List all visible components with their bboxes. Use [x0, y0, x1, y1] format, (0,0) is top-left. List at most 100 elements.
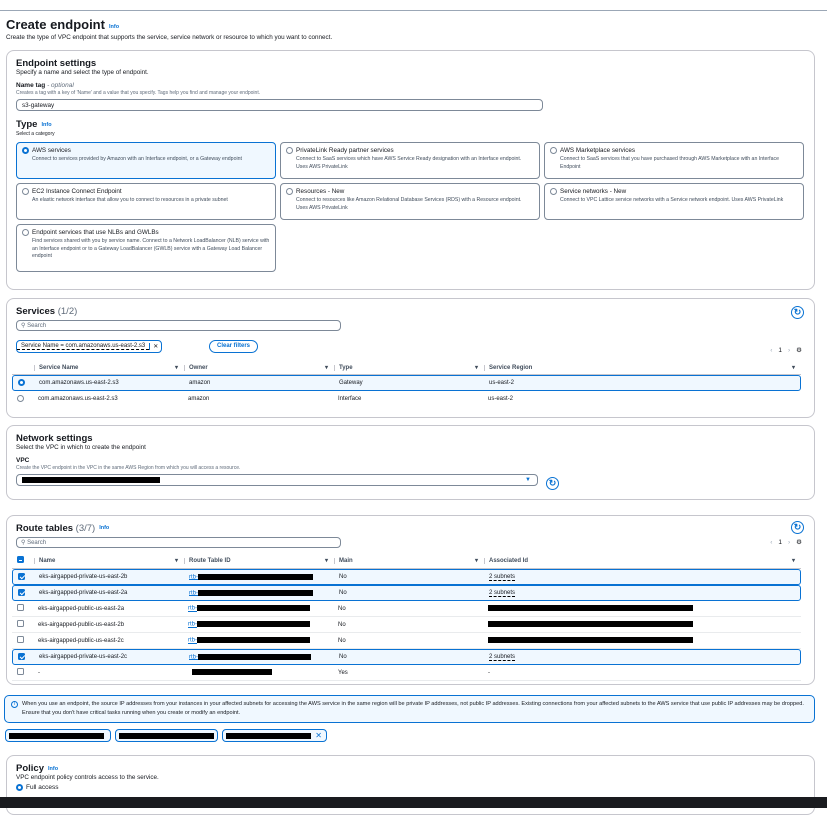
associated-id-cell: 2 subnets [489, 574, 516, 581]
vpc-refresh-icon[interactable]: ↻ [546, 477, 559, 490]
info-icon: i [11, 701, 18, 708]
route-table-id-link[interactable]: rtb- [185, 589, 335, 596]
redacted-value [488, 621, 693, 628]
type-tile-service-networks[interactable]: Service networks - New Connect to VPC Lat… [544, 183, 804, 220]
main-cell: No [338, 621, 346, 628]
selected-subnet-token[interactable]: ✕ [222, 729, 327, 742]
radio-icon[interactable] [17, 394, 24, 402]
table-row[interactable]: - Yes - [12, 665, 801, 681]
type-info-link[interactable]: Info [41, 122, 52, 129]
vpc-select[interactable]: ▼ [16, 474, 538, 486]
page-header: Create endpoint Info Create the type of V… [6, 17, 332, 41]
top-divider [0, 10, 827, 11]
route-table-id-link[interactable] [184, 669, 334, 676]
next-page-icon[interactable]: › [788, 347, 791, 354]
redacted-value [226, 733, 311, 739]
clear-filters-button[interactable]: Clear filters [209, 340, 259, 353]
table-row[interactable]: eks-airgapped-private-us-east-2b rtb- No 2 … [12, 569, 801, 585]
row-checkbox[interactable] [17, 620, 24, 627]
row-checkbox[interactable] [17, 668, 24, 675]
network-title: Network settings [16, 433, 93, 444]
settings-icon[interactable]: ⚙ [796, 347, 802, 354]
name-cell: eks-airgapped-private-us-east-2c [39, 654, 128, 660]
redacted-value [119, 733, 214, 739]
radio-icon[interactable] [550, 147, 557, 154]
selected-subnet-token[interactable] [115, 729, 218, 742]
info-link[interactable]: Info [108, 24, 120, 31]
route-table-id-link[interactable]: rtb- [184, 637, 334, 644]
page-title: Create endpoint [6, 17, 105, 32]
vpc-label: VPC [16, 457, 30, 464]
policy-info-link[interactable]: Info [48, 766, 59, 773]
network-settings-card: Network settings Select the VPC in which… [6, 425, 815, 500]
row-checkbox[interactable] [17, 636, 24, 643]
type-tile-resources[interactable]: Resources - New Connect to resources like… [280, 183, 540, 220]
refresh-icon[interactable]: ↻ [791, 521, 804, 534]
redacted-value [9, 733, 104, 739]
select-all-checkbox[interactable] [17, 556, 24, 563]
table-row[interactable]: com.amazonaws.us-east-2.s3 amazon Interfac… [12, 391, 801, 407]
endpoint-settings-card: Endpoint settings Specify a name and sel… [6, 50, 815, 290]
radio-icon[interactable] [22, 188, 29, 195]
selected-subnet-token[interactable] [5, 729, 111, 742]
remove-icon[interactable]: ✕ [315, 731, 322, 740]
name-cell: eks-airgapped-private-us-east-2b [39, 574, 128, 580]
associated-id-cell [484, 621, 693, 628]
refresh-icon[interactable]: ↻ [791, 306, 804, 319]
name-tag-input[interactable]: s3-gateway [16, 99, 543, 111]
type-tile-aws-services[interactable]: AWS services Connect to services provided… [16, 142, 276, 179]
row-checkbox[interactable] [17, 604, 24, 611]
radio-icon[interactable] [22, 229, 29, 236]
settings-icon[interactable]: ⚙ [796, 539, 802, 546]
full-access-radio[interactable]: Full access [16, 784, 805, 791]
route-tables-card: Route tables (3/7) Info ↻ ⚲ Search ‹ 1 › ⚙ N… [6, 515, 815, 685]
route-table-id-link[interactable]: rtb- [185, 653, 335, 660]
radio-icon[interactable] [286, 147, 293, 154]
table-row[interactable]: eks-airgapped-public-us-east-2c rtb- No [12, 633, 801, 649]
associated-id-cell: 2 subnets [489, 654, 516, 661]
row-checkbox[interactable] [18, 572, 25, 580]
table-row[interactable]: eks-airgapped-private-us-east-2c rtb- No 2 … [12, 649, 801, 665]
page-subtitle: Create the type of VPC endpoint that sup… [6, 34, 333, 41]
route-table-id-link[interactable]: rtb- [184, 605, 334, 612]
route-tables-title: Route tables (3/7) Info [16, 523, 110, 534]
services-search-input[interactable]: ⚲ Search [16, 320, 341, 331]
table-row[interactable]: eks-airgapped-public-us-east-2b rtb- No [12, 617, 801, 633]
row-checkbox[interactable] [18, 588, 25, 596]
type-tile-marketplace[interactable]: AWS Marketplace services Connect to SaaS … [544, 142, 804, 179]
radio-icon[interactable] [22, 147, 29, 154]
pagination: ‹ 1 › ⚙ [770, 539, 802, 546]
prev-page-icon[interactable]: ‹ [770, 539, 773, 546]
main-cell: Yes [338, 669, 348, 676]
type-tile-nlb-gwlb[interactable]: Endpoint services that use NLBs and GWLB… [16, 224, 276, 272]
services-table: Service NameOwnerTypeService Region com.… [12, 361, 801, 407]
route-tables-table: NameRoute Table IDMainAssociated Id eks-… [12, 553, 801, 681]
row-checkbox[interactable] [18, 652, 25, 660]
associated-id-cell: - [488, 669, 490, 676]
route-tables-search-input[interactable]: ⚲ Search [16, 537, 341, 548]
prev-page-icon[interactable]: ‹ [770, 347, 773, 354]
route-table-id-link[interactable]: rtb- [185, 573, 335, 580]
name-cell: - [38, 669, 40, 676]
filter-token[interactable]: Service Name = com.amazonaws.us-east-2.s… [16, 340, 163, 353]
type-tile-privatelink-partner[interactable]: PrivateLink Ready partner services Connec… [280, 142, 540, 179]
route-table-id-link[interactable]: rtb- [184, 621, 334, 628]
vpc-desc: Create the VPC endpoint in the VPC in th… [16, 465, 241, 471]
policy-title: Policy [16, 763, 44, 774]
info-alert: i When you use an endpoint, the source IP… [4, 695, 815, 723]
table-row[interactable]: com.amazonaws.us-east-2.s3 amazon Gateway u… [12, 375, 801, 391]
remove-filter-icon[interactable]: ✕ [149, 343, 161, 350]
type-tiles: AWS services Connect to services provided… [16, 142, 804, 272]
table-row[interactable]: eks-airgapped-private-us-east-2a rtb- No 2 … [12, 585, 801, 601]
radio-icon[interactable] [18, 378, 25, 386]
name-cell: eks-airgapped-public-us-east-2b [38, 621, 125, 628]
bottom-bar [0, 797, 827, 808]
radio-icon[interactable] [286, 188, 293, 195]
radio-icon[interactable] [550, 188, 557, 195]
next-page-icon[interactable]: › [788, 539, 791, 546]
name-cell: eks-airgapped-public-us-east-2a [38, 605, 125, 612]
table-row[interactable]: eks-airgapped-public-us-east-2a rtb- No [12, 601, 801, 617]
radio-icon[interactable] [16, 784, 23, 791]
type-tile-ec2-instance-connect[interactable]: EC2 Instance Connect Endpoint An elastic … [16, 183, 276, 220]
main-cell: No [338, 605, 346, 612]
